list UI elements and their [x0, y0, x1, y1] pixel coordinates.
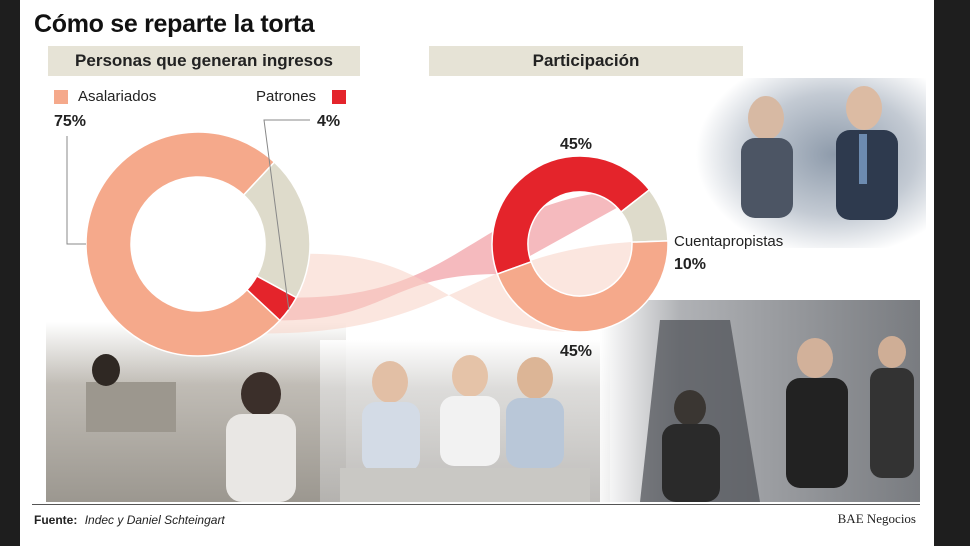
legend-label-cuentapropistas: Cuentapropistas	[674, 233, 784, 250]
footer-source: Fuente: Indec y Daniel Schteingart	[34, 513, 225, 527]
brand-credit: BAE Negocios	[837, 511, 916, 526]
donut-slice-asalariados	[85, 131, 281, 357]
office-photo	[696, 78, 926, 248]
donut-slice-asalariados	[496, 240, 669, 333]
right-section-title: Participación	[429, 46, 743, 76]
data-label-asalariados-75: 75%	[54, 113, 87, 130]
factory-workers-photo	[600, 300, 920, 502]
team-meeting-photo	[320, 340, 610, 502]
legend-swatch-asalariados	[54, 90, 68, 104]
data-label-asalariados-45: 45%	[560, 343, 593, 360]
source-label: Fuente:	[34, 513, 78, 527]
legend-label-patrones: Patrones	[256, 88, 317, 105]
data-label-patrones-45: 45%	[560, 136, 593, 153]
footer-divider	[32, 504, 920, 505]
left-section-title: Personas que generan ingresos	[48, 46, 360, 76]
infographic: Cómo se reparte la torta Personas que ge…	[20, 0, 934, 546]
donut-charts	[66, 119, 669, 357]
legend-swatch-patrones	[332, 90, 346, 104]
leader-line-asalariados	[66, 136, 86, 245]
data-label-patrones-4: 4%	[317, 113, 341, 130]
data-label-cuentapropistas-10: 10%	[674, 256, 707, 273]
connector-band-patrones	[279, 189, 650, 321]
donut-slice-patrones	[491, 155, 651, 276]
source-text: Indec y Daniel Schteingart	[84, 513, 225, 527]
legend-label-asalariados: Asalariados	[78, 88, 157, 105]
leader-line-patrones	[263, 119, 310, 310]
page-title: Cómo se reparte la torta	[34, 10, 315, 38]
donut-slice-patrones	[245, 275, 298, 322]
